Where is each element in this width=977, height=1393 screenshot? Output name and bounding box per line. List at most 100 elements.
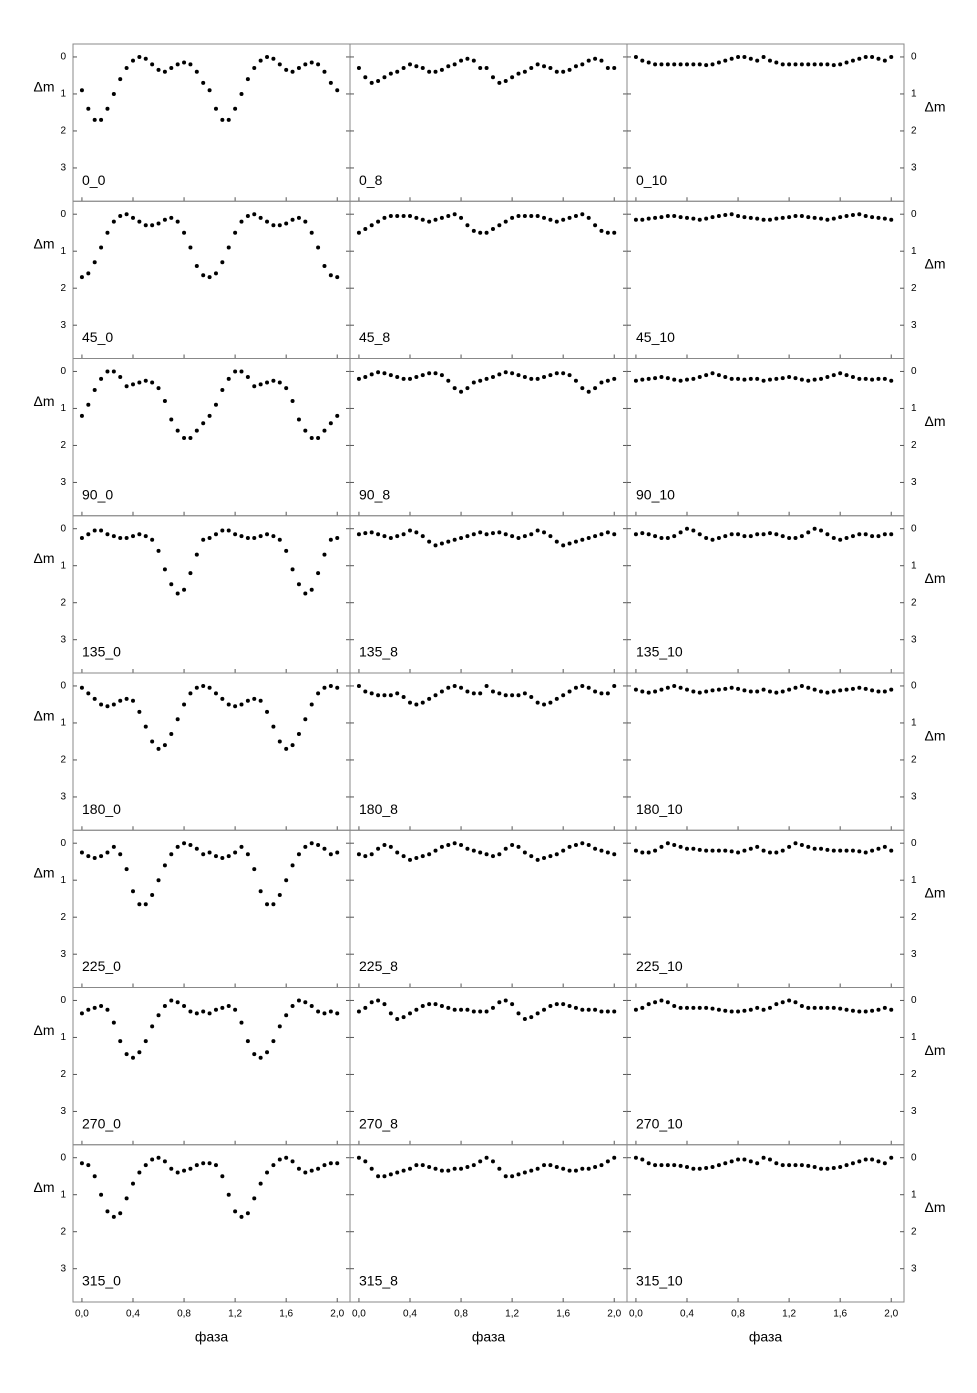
data-point — [245, 375, 250, 379]
data-point — [510, 693, 515, 698]
data-point — [99, 1192, 104, 1197]
data-point — [748, 1159, 753, 1164]
data-point — [407, 857, 412, 862]
data-point — [882, 216, 887, 221]
data-point — [510, 1002, 515, 1007]
data-point — [92, 117, 97, 122]
data-point — [678, 62, 683, 67]
data-point — [369, 530, 374, 535]
data-point — [79, 275, 84, 280]
data-point — [850, 58, 855, 63]
data-point — [86, 1163, 91, 1168]
data-point — [548, 66, 553, 71]
data-point — [787, 1163, 792, 1168]
data-point — [729, 376, 734, 381]
data-point — [535, 857, 540, 862]
data-point — [580, 62, 585, 67]
data-point — [774, 1002, 779, 1007]
data-point — [819, 689, 824, 694]
data-point — [156, 878, 161, 883]
data-point — [889, 217, 894, 222]
data-point — [207, 850, 212, 855]
y-tick-label: 2 — [60, 440, 66, 451]
data-point — [303, 591, 308, 596]
data-point — [633, 217, 638, 222]
data-point — [819, 1166, 824, 1171]
data-point — [427, 852, 432, 857]
data-point — [640, 58, 645, 63]
data-point — [446, 843, 451, 848]
data-point — [510, 843, 515, 848]
data-point — [220, 387, 225, 392]
data-point — [137, 532, 142, 537]
data-point — [376, 219, 381, 224]
data-point — [471, 691, 476, 696]
data-point — [182, 702, 187, 707]
data-point — [150, 1157, 155, 1162]
data-point — [258, 58, 263, 63]
x-axis-label: фаза — [472, 1329, 506, 1345]
data-point — [220, 117, 225, 122]
data-point — [328, 852, 333, 857]
data-point — [465, 386, 470, 391]
data-point — [277, 537, 282, 542]
data-point — [111, 844, 116, 849]
data-point — [573, 64, 578, 69]
data-point — [478, 1009, 483, 1014]
data-point — [130, 382, 135, 387]
data-point — [593, 846, 598, 851]
data-point — [774, 1161, 779, 1166]
data-point — [755, 1005, 760, 1010]
data-point — [162, 1004, 167, 1008]
data-point — [704, 848, 709, 853]
data-point — [356, 66, 361, 71]
data-point — [201, 1009, 206, 1014]
data-point — [838, 688, 843, 693]
y-axis-label: Δm — [924, 1042, 945, 1058]
data-point — [79, 1161, 84, 1166]
data-point — [490, 227, 495, 231]
data-point — [220, 1174, 225, 1179]
x-tick-label: 1,2 — [505, 1309, 519, 1320]
data-point — [844, 535, 849, 540]
data-point — [376, 370, 381, 375]
data-point — [497, 372, 502, 377]
data-point — [736, 850, 741, 855]
data-point — [780, 62, 785, 67]
data-point — [309, 702, 314, 707]
data-point — [156, 221, 161, 226]
panel-label: 45_0 — [82, 329, 113, 345]
data-point — [439, 844, 444, 849]
data-point — [774, 216, 779, 221]
data-point — [465, 223, 470, 228]
data-point — [484, 230, 489, 235]
data-point — [787, 62, 792, 67]
data-point — [516, 1011, 521, 1016]
data-point — [316, 571, 321, 576]
data-point — [322, 264, 327, 268]
panel-label: 0_8 — [359, 172, 383, 188]
data-point — [150, 739, 155, 744]
data-point — [271, 56, 276, 61]
y-tick-label: 3 — [60, 792, 66, 803]
data-point — [870, 1157, 875, 1162]
data-point — [105, 532, 110, 537]
data-point — [335, 88, 340, 93]
data-point — [401, 66, 406, 71]
data-point — [882, 1005, 887, 1010]
panel-label: 135_10 — [636, 644, 683, 660]
data-point — [535, 214, 540, 219]
y-axis-label: Δm — [33, 393, 54, 409]
data-point — [382, 1174, 387, 1179]
data-point — [678, 378, 683, 383]
data-point — [605, 66, 610, 71]
y-tick-label: 2 — [60, 1226, 66, 1237]
data-point — [497, 1000, 502, 1005]
data-point — [363, 227, 368, 231]
data-point — [748, 534, 753, 539]
data-point — [844, 687, 849, 692]
data-point — [143, 724, 148, 729]
data-point — [194, 1163, 199, 1168]
data-point — [420, 373, 425, 378]
y-tick-label: 1 — [60, 718, 66, 729]
